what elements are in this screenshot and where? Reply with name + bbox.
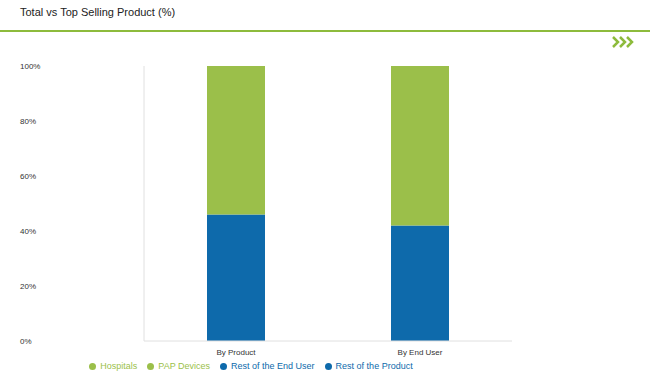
svg-text:100%: 100% xyxy=(20,62,40,71)
html-text:Total vs Top Selling Product (: Total vs Top Selling Product (%) xyxy=(20,6,176,18)
svg-text:By Product: By Product xyxy=(216,348,256,357)
svg-text:80%: 80% xyxy=(20,117,36,126)
svg-text:By End User: By End User xyxy=(398,348,443,357)
html-text:Rest of the Product: Rest of the Product xyxy=(335,361,413,371)
svg-text:0%: 0% xyxy=(20,337,32,346)
svg-text:40%: 40% xyxy=(20,227,36,236)
html-text:Hospitals: Hospitals xyxy=(100,361,138,371)
html-text:PAP Devices: PAP Devices xyxy=(158,361,211,371)
svg-text:60%: 60% xyxy=(20,172,36,181)
html-text:Rest of the End User: Rest of the End User xyxy=(231,361,315,371)
svg-text:20%: 20% xyxy=(20,282,36,291)
